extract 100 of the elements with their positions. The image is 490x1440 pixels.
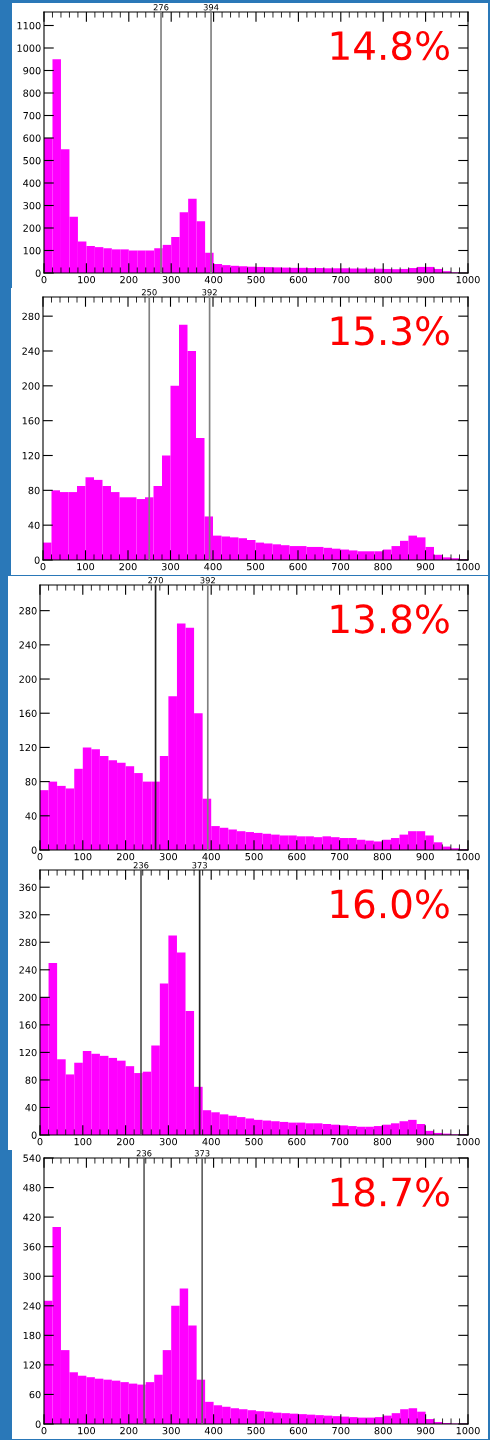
y-tick-label: 240 xyxy=(19,966,37,974)
x-tick-label: 100 xyxy=(78,275,96,284)
x-tick-label: 100 xyxy=(77,562,95,571)
x-tick-label: 100 xyxy=(74,852,92,861)
x-tick-label: 300 xyxy=(162,275,180,284)
annotation: 18.7% xyxy=(331,1177,449,1207)
y-tick-label: 200 xyxy=(23,224,41,232)
y-tick-label: 280 xyxy=(22,312,40,320)
y-tick-label: 240 xyxy=(19,641,37,649)
y-tick-label: 40 xyxy=(28,521,40,529)
y-tick-label: 480 xyxy=(23,1184,41,1192)
x-tick-label: 400 xyxy=(202,852,220,861)
ref-line-label: 394 xyxy=(203,4,219,11)
x-tick-label: 700 xyxy=(332,275,350,284)
y-tick-label: 160 xyxy=(22,417,40,425)
x-tick-label: 500 xyxy=(247,275,265,284)
y-tick-label: 160 xyxy=(19,709,37,718)
x-tick-label: 300 xyxy=(159,852,178,861)
ref-line-label: 392 xyxy=(202,289,217,296)
x-tick-label: 700 xyxy=(331,1137,349,1146)
y-tick-label: 0 xyxy=(31,1131,37,1139)
x-tick-label: 500 xyxy=(245,852,263,861)
x-tick-label: 400 xyxy=(204,1426,223,1435)
ref-line-label: 270 xyxy=(148,577,163,584)
x-tick-label: 900 xyxy=(416,562,435,571)
x-tick-label: 500 xyxy=(246,562,265,571)
y-tick-label: 60 xyxy=(29,1390,41,1399)
x-tick-label: 400 xyxy=(204,275,223,284)
x-tick-label: 800 xyxy=(374,1426,392,1435)
x-tick-label: 200 xyxy=(120,275,138,284)
y-tick-label: 320 xyxy=(19,911,37,919)
y-tick-label: 540 xyxy=(23,1154,41,1162)
x-tick-label: 700 xyxy=(332,1426,350,1435)
x-tick-label: 300 xyxy=(162,1426,180,1435)
annotation: 16.0% xyxy=(331,889,449,919)
x-tick-label: 1000 xyxy=(456,562,480,571)
x-tick-label: 1000 xyxy=(456,1426,480,1435)
y-tick-label: 120 xyxy=(19,1048,37,1057)
x-tick-label: 0 xyxy=(41,1426,47,1435)
x-tick-label: 600 xyxy=(289,275,308,284)
y-tick-label: 40 xyxy=(25,812,37,820)
x-tick-label: 600 xyxy=(289,562,307,571)
x-tick-label: 900 xyxy=(416,275,435,284)
x-tick-label: 500 xyxy=(247,1426,265,1435)
ref-line-label: 250 xyxy=(141,289,157,296)
x-tick-label: 600 xyxy=(288,1137,306,1146)
x-tick-label: 900 xyxy=(416,1137,434,1146)
ref-line-label: 236 xyxy=(136,1150,152,1157)
y-tick-label: 240 xyxy=(22,347,40,355)
y-tick-label: 800 xyxy=(23,89,41,97)
y-tick-label: 120 xyxy=(23,1361,41,1369)
x-tick-label: 400 xyxy=(202,1137,220,1146)
y-tick-label: 300 xyxy=(23,1272,41,1281)
x-tick-label: 1000 xyxy=(456,1137,480,1146)
y-tick-label: 360 xyxy=(23,1243,41,1251)
y-tick-label: 240 xyxy=(23,1302,41,1310)
y-tick-label: 400 xyxy=(23,179,41,187)
x-tick-label: 1000 xyxy=(456,275,480,284)
y-tick-label: 120 xyxy=(19,743,37,752)
y-tick-label: 500 xyxy=(23,156,41,165)
ref-line-label: 276 xyxy=(153,4,169,11)
x-tick-label: 300 xyxy=(159,1137,178,1146)
y-tick-label: 280 xyxy=(19,938,37,947)
x-tick-label: 800 xyxy=(374,275,392,284)
x-tick-label: 800 xyxy=(373,852,392,861)
ref-line-label: 392 xyxy=(200,577,215,584)
x-tick-label: 900 xyxy=(416,1426,435,1435)
y-tick-label: 360 xyxy=(19,883,37,892)
x-tick-label: 500 xyxy=(245,1137,263,1146)
x-tick-label: 1000 xyxy=(456,852,480,861)
y-tick-label: 420 xyxy=(23,1213,41,1221)
y-tick-label: 0 xyxy=(35,1420,41,1428)
x-tick-label: 300 xyxy=(161,562,180,571)
x-tick-label: 400 xyxy=(204,562,222,571)
y-tick-label: 0 xyxy=(34,556,40,564)
y-tick-label: 100 xyxy=(23,246,41,255)
y-tick-label: 200 xyxy=(22,382,40,390)
y-tick-label: 280 xyxy=(19,607,37,615)
x-tick-label: 600 xyxy=(289,1426,308,1435)
x-tick-label: 200 xyxy=(117,852,135,861)
y-tick-label: 80 xyxy=(25,1076,37,1084)
y-tick-label: 900 xyxy=(23,66,41,75)
y-tick-label: 600 xyxy=(23,134,41,142)
annotation: 14.8% xyxy=(331,30,449,61)
y-tick-label: 700 xyxy=(23,111,41,120)
ref-line-label: 373 xyxy=(192,862,207,869)
ref-line-label: 373 xyxy=(194,1150,210,1157)
x-tick-label: 0 xyxy=(41,275,47,284)
x-tick-label: 100 xyxy=(78,1426,96,1435)
y-tick-label: 80 xyxy=(28,486,40,495)
x-tick-label: 700 xyxy=(332,562,350,571)
y-tick-label: 160 xyxy=(19,1021,37,1029)
annotation: 15.3% xyxy=(331,316,449,346)
x-tick-label: 900 xyxy=(416,852,434,861)
y-tick-label: 1000 xyxy=(17,44,41,52)
y-tick-label: 80 xyxy=(25,778,37,786)
x-tick-label: 800 xyxy=(373,1137,392,1146)
y-tick-label: 40 xyxy=(25,1103,37,1112)
y-tick-label: 1100 xyxy=(17,21,41,30)
x-tick-label: 700 xyxy=(331,852,349,861)
